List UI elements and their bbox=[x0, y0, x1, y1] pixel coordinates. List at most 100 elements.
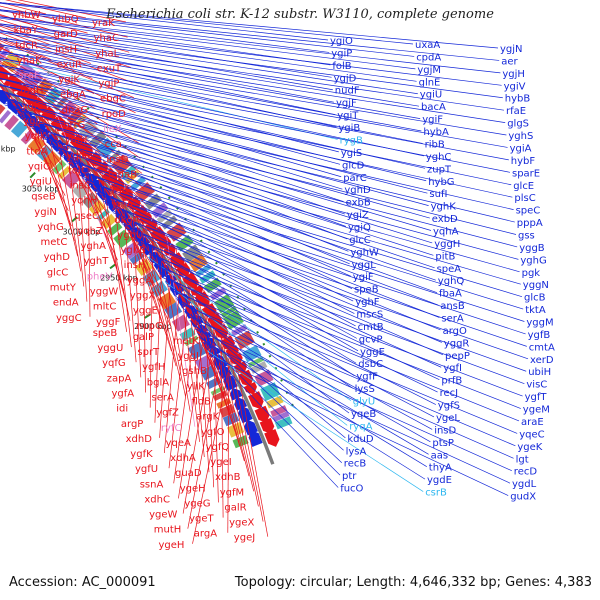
gene-label: ptsP bbox=[432, 438, 454, 449]
leader-line bbox=[144, 252, 523, 397]
gene-label: argO bbox=[443, 326, 467, 337]
gene-label: hybG bbox=[428, 177, 454, 188]
gene-label: ygiA bbox=[111, 200, 133, 211]
leader-line bbox=[4, 104, 432, 231]
leader-line bbox=[147, 256, 352, 401]
gene-label: yggX bbox=[130, 291, 156, 302]
cog-ring-outer bbox=[89, 130, 107, 148]
cog-ring-inner bbox=[42, 150, 62, 170]
gene-label: glyU bbox=[353, 397, 375, 408]
gene-label: zapA bbox=[107, 373, 132, 384]
cog-ring-outer bbox=[111, 154, 132, 175]
gene-label: ygfO bbox=[201, 427, 225, 438]
leader-line bbox=[75, 131, 88, 302]
gene-label: uxaA bbox=[415, 40, 440, 51]
gene-label: sufI bbox=[429, 189, 447, 200]
gene-label: ygjD bbox=[334, 73, 357, 84]
gene-label: ygiV bbox=[504, 81, 526, 92]
cog-ring-inner bbox=[27, 136, 46, 155]
leader-line bbox=[0, 47, 53, 75]
cog-ring-outer bbox=[220, 305, 237, 318]
leader-line bbox=[0, 2, 414, 45]
leader-line bbox=[0, 30, 418, 95]
gene-label: yghQ bbox=[438, 276, 465, 287]
leader-line bbox=[18, 79, 112, 231]
leader-line bbox=[0, 51, 507, 136]
gene-label: cmtA bbox=[529, 342, 555, 353]
gene-label: ygiB bbox=[338, 123, 360, 134]
gene-label: dkgA bbox=[114, 215, 139, 226]
leader-line bbox=[53, 148, 521, 285]
gene-label: metK bbox=[173, 336, 200, 347]
cog-ring-outer bbox=[151, 202, 169, 219]
gene-label: glcC bbox=[349, 235, 371, 246]
gene-label: ygiS bbox=[341, 148, 362, 159]
gene-label: recB bbox=[344, 459, 367, 470]
leader-line bbox=[68, 163, 354, 302]
cog-ring-outer bbox=[120, 165, 137, 180]
leader-line bbox=[82, 177, 440, 318]
gene-label: yggU bbox=[97, 343, 123, 354]
gene-label: yggE bbox=[360, 347, 385, 358]
leader-line bbox=[0, 36, 51, 60]
gene-label: exbD bbox=[432, 214, 458, 225]
leader-line bbox=[109, 208, 359, 352]
gene-label: xdhA bbox=[170, 453, 196, 464]
gene-label: ygfS bbox=[438, 401, 460, 412]
gene-label: fucO bbox=[340, 484, 363, 495]
leader-line bbox=[179, 253, 240, 446]
leader-line bbox=[102, 200, 442, 343]
gene-label: hybF bbox=[511, 156, 536, 167]
leader-line bbox=[167, 285, 433, 430]
leader-line bbox=[0, 32, 333, 91]
leader-line bbox=[106, 204, 527, 347]
leader-line bbox=[0, 37, 420, 107]
cog-ring-inner bbox=[72, 181, 91, 200]
scale-label: 3000 kbp bbox=[63, 227, 101, 236]
reverse-gene bbox=[0, 89, 12, 105]
leader-line bbox=[142, 204, 146, 393]
leader-line bbox=[192, 341, 235, 544]
leader-line bbox=[0, 51, 422, 132]
leader-line bbox=[0, 25, 50, 45]
gene-label: yqhH bbox=[71, 196, 97, 207]
gene-label: ygeT bbox=[189, 514, 214, 525]
leader-line bbox=[31, 127, 519, 260]
gene-label: yggW bbox=[90, 287, 119, 298]
leader-line bbox=[199, 337, 426, 480]
leader-line bbox=[0, 44, 421, 119]
leader-line bbox=[173, 294, 346, 439]
gene-label: bacA bbox=[421, 102, 446, 113]
leader-line bbox=[131, 235, 440, 380]
gene-label: serA bbox=[152, 392, 174, 403]
leader-line bbox=[192, 324, 427, 468]
gene-label: argK bbox=[196, 412, 219, 423]
leader-line bbox=[75, 170, 524, 310]
gene-label: ygiU bbox=[30, 177, 52, 188]
leader-line bbox=[0, 9, 500, 61]
leader-line bbox=[0, 98, 515, 223]
leader-line bbox=[8, 107, 517, 235]
cog-ring-inner bbox=[171, 314, 190, 332]
scale-tick bbox=[144, 313, 152, 319]
gene-label: araE bbox=[521, 417, 544, 428]
leader-line bbox=[0, 57, 55, 90]
leader-line bbox=[92, 189, 441, 331]
gene-label: yghF bbox=[355, 297, 380, 308]
leader-line bbox=[0, 32, 133, 83]
leader-line bbox=[209, 355, 509, 496]
leader-line bbox=[163, 257, 183, 454]
gene-label: ygbU bbox=[117, 230, 143, 241]
leader-line bbox=[27, 124, 434, 256]
gene-label: hybB bbox=[505, 94, 531, 105]
gene-label: lgt bbox=[516, 454, 529, 465]
leader-line bbox=[51, 108, 82, 272]
gene-label: glnE bbox=[419, 77, 441, 88]
gene-label: ygeI bbox=[210, 457, 231, 468]
gene-label: ygeM bbox=[523, 405, 550, 416]
gene-label: lysS bbox=[355, 384, 375, 395]
cog-ring-inner bbox=[10, 120, 28, 138]
leader-line bbox=[96, 192, 526, 335]
leader-line bbox=[153, 264, 521, 409]
leader-line bbox=[0, 71, 511, 173]
